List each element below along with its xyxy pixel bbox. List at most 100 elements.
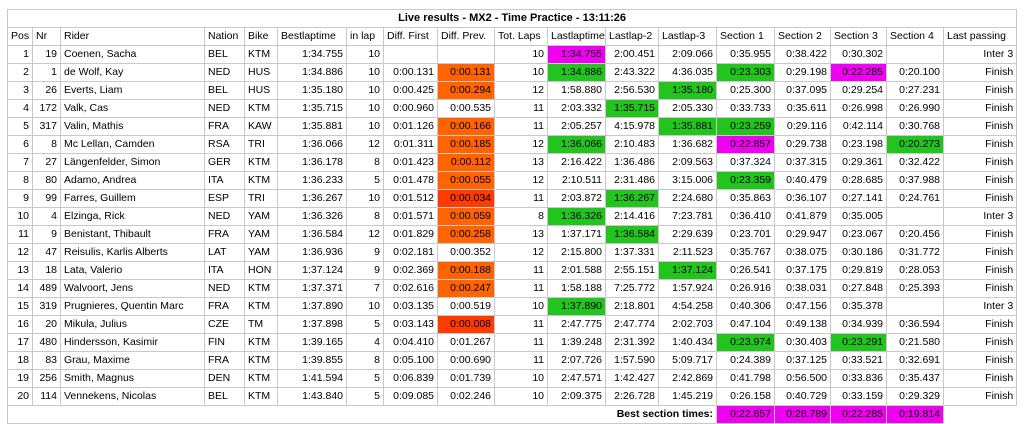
best-laptime-cell: 1:36.936	[278, 244, 347, 262]
diff-prev-cell: 0:00.055	[438, 172, 495, 190]
rider-number-cell: 47	[33, 244, 61, 262]
position-cell: 12	[7, 244, 33, 262]
bike-cell: KTM	[245, 172, 278, 190]
section-4-cell: 0:28.053	[887, 262, 944, 280]
nation-cell: NED	[205, 280, 245, 298]
total-laps-cell: 11	[495, 352, 548, 370]
position-cell: 9	[7, 190, 33, 208]
section-4-cell: 0:37.988	[887, 172, 944, 190]
section-2-cell: 0:37.095	[775, 82, 831, 100]
table-row: 9 99 Farres, Guillem ESP TRI 1:36.267 10 0:01.5…	[7, 190, 1018, 208]
last-laptime-cell: 1:36.066	[548, 136, 606, 154]
table-row: 2 1 de Wolf, Kay NED HUS 1:34.886 10 0:00.131 0:…	[7, 64, 1018, 82]
section-2-cell: 0:37.125	[775, 352, 831, 370]
nation-cell: CZE	[205, 316, 245, 334]
column-header: Lastlap-3	[659, 28, 717, 46]
section-4-cell	[887, 298, 944, 316]
total-laps-cell: 11	[495, 262, 548, 280]
footer-spacer	[944, 406, 1017, 424]
lastlap-2-cell: 2:43.322	[606, 64, 659, 82]
diff-first-cell: 0:01.512	[384, 190, 438, 208]
lastlap-3-cell: 1:40.434	[659, 334, 717, 352]
total-laps-cell: 10	[495, 64, 548, 82]
diff-prev-cell: 0:00.166	[438, 118, 495, 136]
section-3-cell: 0:30.186	[831, 244, 887, 262]
rider-number-cell: 80	[33, 172, 61, 190]
section-4-cell: 0:27.231	[887, 82, 944, 100]
section-1-cell: 0:35.955	[717, 46, 775, 64]
rider-name-cell: Grau, Maxime	[61, 352, 205, 370]
section-2-cell: 0:56.500	[775, 370, 831, 388]
nation-cell: ESP	[205, 190, 245, 208]
section-3-cell: 0:34.939	[831, 316, 887, 334]
last-laptime-cell: 2:47.775	[548, 316, 606, 334]
diff-prev-cell: 0:00.294	[438, 82, 495, 100]
bike-cell: KAW	[245, 118, 278, 136]
diff-prev-cell: 0:00.690	[438, 352, 495, 370]
section-1-cell: 0:26.541	[717, 262, 775, 280]
diff-prev-cell: 0:01.739	[438, 370, 495, 388]
last-passing-cell: Finish	[944, 334, 1018, 352]
total-laps-cell: 10	[495, 298, 548, 316]
table-row: 15 319 Prugnieres, Quentin Marc FRA KTM 1:37.…	[7, 298, 1018, 316]
section-4-cell: 0:25.393	[887, 280, 944, 298]
lastlap-2-cell: 1:35.715	[606, 100, 659, 118]
best-laptime-cell: 1:39.855	[278, 352, 347, 370]
last-laptime-cell: 1:34.755	[548, 46, 606, 64]
lastlap-3-cell: 2:24.680	[659, 190, 717, 208]
rider-number-cell: 4	[33, 208, 61, 226]
rider-number-cell: 319	[33, 298, 61, 316]
section-2-cell: 0:29.198	[775, 64, 831, 82]
rider-number-cell: 489	[33, 280, 61, 298]
column-header: Diff. Prev.	[438, 28, 495, 46]
rider-number-cell: 480	[33, 334, 61, 352]
lastlap-2-cell: 4:15.978	[606, 118, 659, 136]
position-cell: 16	[7, 316, 33, 334]
in-lap-cell: 7	[347, 280, 384, 298]
section-2-cell: 0:29.116	[775, 118, 831, 136]
in-lap-cell: 10	[347, 190, 384, 208]
table-row: 3 26 Everts, Liam BEL HUS 1:35.180 10 0:00.425 0…	[7, 82, 1018, 100]
best-laptime-cell: 1:37.124	[278, 262, 347, 280]
lastlap-3-cell: 1:45.219	[659, 388, 717, 406]
bike-cell: KTM	[245, 298, 278, 316]
diff-first-cell: 0:05.100	[384, 352, 438, 370]
section-3-cell: 0:23.067	[831, 226, 887, 244]
last-passing-cell: Finish	[944, 244, 1018, 262]
position-cell: 3	[7, 82, 33, 100]
section-3-cell: 0:23.291	[831, 334, 887, 352]
last-laptime-cell: 2:10.511	[548, 172, 606, 190]
section-2-cell: 0:38.075	[775, 244, 831, 262]
section-4-cell: 0:31.772	[887, 244, 944, 262]
diff-first-cell: 0:00.960	[384, 100, 438, 118]
in-lap-cell: 12	[347, 136, 384, 154]
section-3-cell: 0:29.361	[831, 154, 887, 172]
total-laps-cell: 11	[495, 316, 548, 334]
lastlap-3-cell: 2:42.869	[659, 370, 717, 388]
section-1-cell: 0:40.306	[717, 298, 775, 316]
nation-cell: FRA	[205, 298, 245, 316]
lastlap-2-cell: 2:26.728	[606, 388, 659, 406]
rider-number-cell: 19	[33, 46, 61, 64]
page-title: Live results - MX2 - Time Practice - 13:…	[7, 9, 1018, 28]
last-passing-cell: Finish	[944, 226, 1018, 244]
total-laps-cell: 10	[495, 388, 548, 406]
lastlap-3-cell: 1:37.124	[659, 262, 717, 280]
lastlap-2-cell: 2:18.801	[606, 298, 659, 316]
best-sections-label: Best section times:	[7, 406, 717, 424]
section-3-cell: 0:29.254	[831, 82, 887, 100]
section-4-cell: 0:20.456	[887, 226, 944, 244]
section-3-cell: 0:35.378	[831, 298, 887, 316]
column-header: Section 3	[831, 28, 887, 46]
rider-number-cell: 18	[33, 262, 61, 280]
lastlap-3-cell: 1:57.924	[659, 280, 717, 298]
nation-cell: LAT	[205, 244, 245, 262]
column-header: Lastlaptime	[548, 28, 606, 46]
last-passing-cell: Finish	[944, 262, 1018, 280]
table-row: 13 18 Lata, Valerio ITA HON 1:37.124 9 0:02.369…	[7, 262, 1018, 280]
best-laptime-cell: 1:37.371	[278, 280, 347, 298]
position-cell: 19	[7, 370, 33, 388]
lastlap-2-cell: 1:37.331	[606, 244, 659, 262]
diff-first-cell: 0:00.425	[384, 82, 438, 100]
diff-first-cell: 0:01.829	[384, 226, 438, 244]
